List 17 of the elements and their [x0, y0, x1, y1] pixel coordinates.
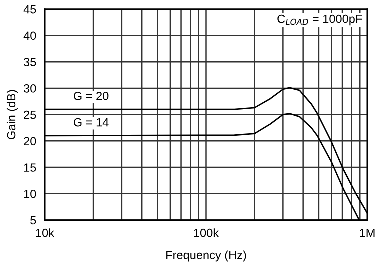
series-label: G = 14 [74, 118, 109, 127]
y-tick-label: 20 [24, 137, 36, 146]
x-tick-label: 100k [194, 228, 220, 238]
y-tick-label: 5 [30, 216, 36, 225]
x-tick-label: 10k [36, 228, 55, 238]
y-tick-label: 30 [24, 84, 36, 93]
y-tick-label: 40 [24, 32, 36, 40]
y-tick-label: 45 [24, 6, 36, 14]
y-tick-label: 25 [24, 110, 36, 120]
x-axis-title: Frequency (Hz) [166, 250, 246, 262]
y-tick-label: 35 [24, 58, 36, 66]
y-tick-label: 15 [24, 164, 36, 172]
x-tick-label: 1M [360, 229, 375, 238]
y-tick-label: 10 [24, 190, 36, 198]
series-label: G = 20 [74, 92, 109, 100]
y-axis-title: Gain (dB) [6, 90, 18, 140]
annotation: C$_{LOAD}$ = 1000pF [278, 14, 362, 26]
